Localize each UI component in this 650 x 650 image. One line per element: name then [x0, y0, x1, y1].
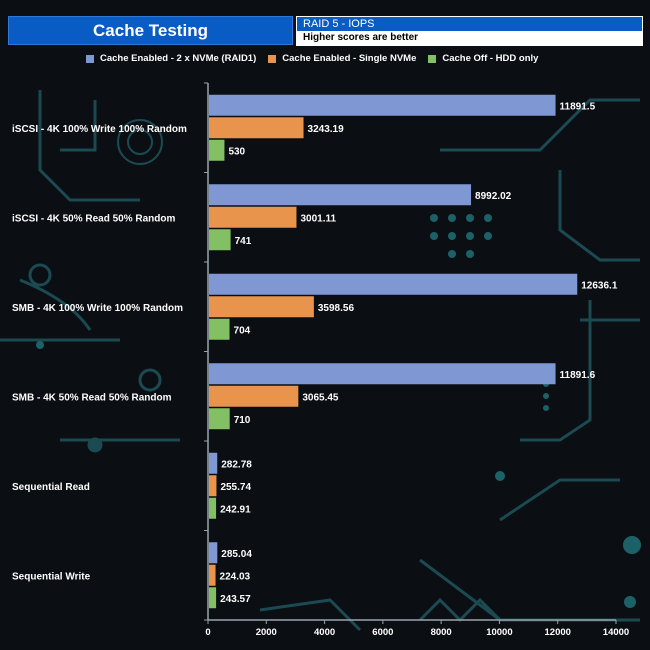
x-tick-label: 12000	[545, 627, 571, 638]
data-label-series-1: 282.78	[221, 459, 252, 470]
bar-series-1	[209, 94, 556, 116]
legend-swatch-series-3	[428, 54, 437, 63]
category-label: iSCSI - 4K 50% Read 50% Random	[12, 213, 175, 224]
x-tick-label: 10000	[486, 627, 512, 638]
bar-series-3	[209, 139, 225, 161]
chart-subtitle: RAID 5 - IOPS	[297, 17, 642, 31]
data-label-series-2: 3001.11	[300, 213, 336, 224]
legend-label-series-3: Cache Off - HDD only	[442, 53, 539, 64]
chart-note: Higher scores are better	[297, 31, 642, 45]
bar-series-1	[209, 452, 218, 474]
bar-series-3	[209, 229, 231, 251]
category-label: Sequential Write	[12, 571, 91, 582]
legend: Cache Enabled - 2 x NVMe (RAID1) Cache E…	[86, 53, 538, 64]
legend-item-series-3: Cache Off - HDD only	[428, 53, 538, 64]
data-label-series-2: 3598.56	[318, 303, 355, 314]
data-label-series-1: 11891.5	[560, 101, 596, 112]
category-label: SMB - 4K 100% Write 100% Random	[12, 303, 183, 314]
legend-item-series-2: Cache Enabled - Single NVMe	[268, 53, 416, 64]
category-label: iSCSI - 4K 100% Write 100% Random	[12, 124, 187, 135]
bar-series-2	[209, 564, 216, 586]
data-label-series-2: 255.74	[220, 482, 251, 493]
bar-series-3	[209, 587, 217, 609]
data-label-series-3: 530	[228, 146, 245, 157]
bar-series-1	[209, 273, 578, 295]
bar-series-2	[209, 475, 217, 497]
data-label-series-2: 3065.45	[302, 392, 339, 403]
bar-series-1	[209, 363, 556, 385]
x-tick-label: 6000	[372, 627, 393, 638]
legend-item-series-1: Cache Enabled - 2 x NVMe (RAID1)	[86, 53, 256, 64]
legend-label-series-1: Cache Enabled - 2 x NVMe (RAID1)	[100, 53, 257, 64]
legend-swatch-series-2	[268, 54, 277, 63]
data-label-series-3: 710	[234, 415, 251, 426]
data-label-series-2: 224.03	[220, 571, 251, 582]
data-label-series-1: 11891.6	[560, 370, 596, 381]
category-label: SMB - 4K 50% Read 50% Random	[12, 392, 172, 403]
bar-series-2	[209, 206, 297, 228]
bar-series-3	[209, 408, 230, 430]
subtitle-box: RAID 5 - IOPS Higher scores are better	[296, 16, 643, 46]
chart-title: Cache Testing	[8, 16, 293, 45]
bar-series-1	[209, 542, 218, 564]
data-label-series-3: 243.57	[220, 594, 251, 605]
x-tick-label: 0	[205, 627, 210, 638]
bar-series-2	[209, 296, 314, 318]
bar-series-3	[209, 497, 217, 519]
legend-label-series-2: Cache Enabled - Single NVMe	[282, 53, 417, 64]
bar-series-1	[209, 184, 472, 206]
x-tick-label: 4000	[314, 627, 335, 638]
data-label-series-1: 12636.1	[581, 280, 618, 291]
data-label-series-3: 741	[235, 236, 252, 247]
legend-swatch-series-1	[86, 54, 94, 63]
data-label-series-1: 285.04	[221, 549, 252, 560]
data-label-series-3: 242.91	[220, 504, 251, 515]
bar-series-2	[209, 117, 304, 139]
bar-series-2	[209, 385, 299, 407]
data-label-series-2: 3243.19	[308, 124, 345, 135]
x-tick-label: 14000	[603, 627, 629, 638]
category-label: Sequential Read	[12, 482, 90, 493]
bar-series-3	[209, 318, 230, 340]
data-label-series-3: 704	[234, 325, 251, 336]
x-tick-label: 2000	[256, 627, 277, 638]
data-label-series-1: 8992.02	[475, 191, 512, 202]
x-tick-label: 8000	[431, 627, 452, 638]
